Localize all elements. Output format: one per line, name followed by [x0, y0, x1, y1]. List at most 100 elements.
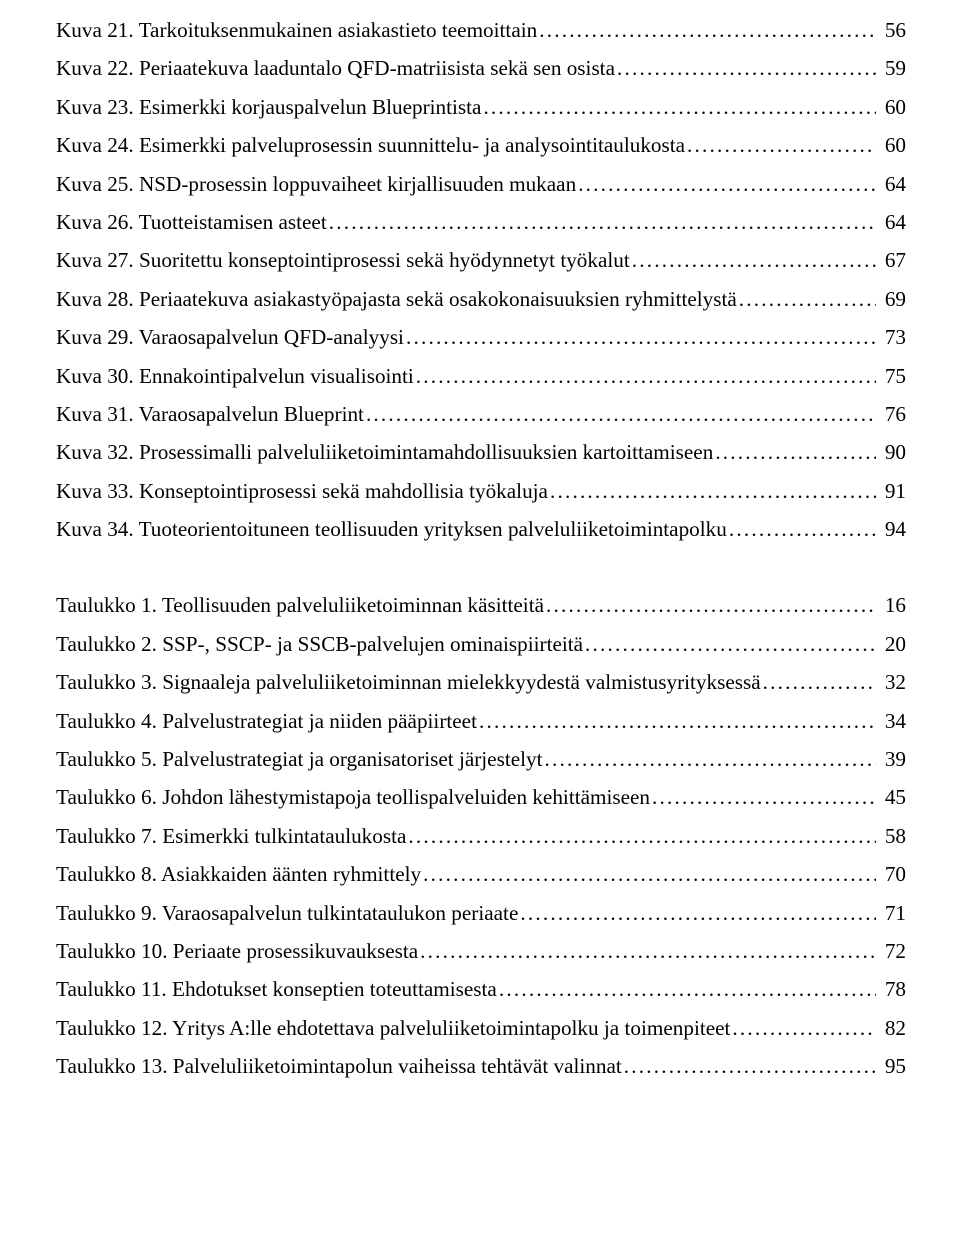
- toc-dots: [366, 404, 876, 425]
- toc-entry: Taulukko 5. Palvelustrategiat ja organis…: [56, 749, 906, 770]
- toc-label: Taulukko 2. SSP-, SSCP- ja SSCB-palveluj…: [56, 634, 583, 655]
- toc-entry: Kuva 28. Periaatekuva asiakastyöpajasta …: [56, 289, 906, 310]
- toc-page: 78: [878, 979, 906, 1000]
- toc-page: 90: [878, 442, 906, 463]
- toc-entry: Taulukko 13. Palveluliiketoimintapolun v…: [56, 1056, 906, 1077]
- toc-page: 20: [878, 634, 906, 655]
- toc-label: Taulukko 3. Signaaleja palveluliiketoimi…: [56, 672, 761, 693]
- toc-page: 16: [878, 595, 906, 616]
- toc-page: 73: [878, 327, 906, 348]
- toc-dots: [652, 787, 876, 808]
- toc-dots: [520, 903, 876, 924]
- toc-entry: Kuva 22. Periaatekuva laaduntalo QFD-mat…: [56, 58, 906, 79]
- tables-list: Taulukko 1. Teollisuuden palveluliiketoi…: [56, 595, 906, 1077]
- toc-entry: Taulukko 3. Signaaleja palveluliiketoimi…: [56, 672, 906, 693]
- toc-label: Kuva 27. Suoritettu konseptointiprosessi…: [56, 250, 630, 271]
- toc-label: Taulukko 10. Periaate prosessikuvauksest…: [56, 941, 418, 962]
- toc-dots: [617, 58, 876, 79]
- toc-dots: [624, 1056, 876, 1077]
- toc-page: 82: [878, 1018, 906, 1039]
- toc-page: 45: [878, 787, 906, 808]
- toc-page: 32: [878, 672, 906, 693]
- toc-entry: Kuva 30. Ennakointipalvelun visualisoint…: [56, 366, 906, 387]
- toc-entry: Taulukko 6. Johdon lähestymistapoja teol…: [56, 787, 906, 808]
- toc-entry: Kuva 33. Konseptointiprosessi sekä mahdo…: [56, 481, 906, 502]
- toc-page: 76: [878, 404, 906, 425]
- toc-page: 39: [878, 749, 906, 770]
- toc-page: 58: [878, 826, 906, 847]
- toc-label: Taulukko 12. Yritys A:lle ehdotettava pa…: [56, 1018, 730, 1039]
- toc-label: Taulukko 7. Esimerkki tulkintataulukosta: [56, 826, 406, 847]
- toc-page: 34: [878, 711, 906, 732]
- toc-dots: [416, 366, 876, 387]
- toc-dots: [423, 864, 876, 885]
- toc-label: Kuva 25. NSD-prosessin loppuvaiheet kirj…: [56, 174, 576, 195]
- toc-label: Kuva 33. Konseptointiprosessi sekä mahdo…: [56, 481, 548, 502]
- toc-entry: Taulukko 10. Periaate prosessikuvauksest…: [56, 941, 906, 962]
- toc-page: 95: [878, 1056, 906, 1077]
- toc-page: 94: [878, 519, 906, 540]
- toc-dots: [729, 519, 876, 540]
- toc-label: Kuva 28. Periaatekuva asiakastyöpajasta …: [56, 289, 737, 310]
- toc-page: 75: [878, 366, 906, 387]
- toc-dots: [499, 979, 876, 1000]
- toc-label: Kuva 30. Ennakointipalvelun visualisoint…: [56, 366, 414, 387]
- toc-dots: [406, 327, 876, 348]
- toc-dots: [329, 212, 876, 233]
- toc-dots: [632, 250, 876, 271]
- toc-entry: Kuva 21. Tarkoituksenmukainen asiakastie…: [56, 20, 906, 41]
- toc-page: 64: [878, 212, 906, 233]
- toc-entry: Kuva 29. Varaosapalvelun QFD-analyysi 73: [56, 327, 906, 348]
- toc-label: Taulukko 1. Teollisuuden palveluliiketoi…: [56, 595, 544, 616]
- toc-entry: Kuva 32. Prosessimalli palveluliiketoimi…: [56, 442, 906, 463]
- toc-label: Kuva 22. Periaatekuva laaduntalo QFD-mat…: [56, 58, 615, 79]
- toc-page: 60: [878, 97, 906, 118]
- toc-label: Taulukko 13. Palveluliiketoimintapolun v…: [56, 1056, 622, 1077]
- toc-dots: [732, 1018, 876, 1039]
- page-container: Kuva 21. Tarkoituksenmukainen asiakastie…: [0, 0, 960, 1135]
- toc-entry: Kuva 31. Varaosapalvelun Blueprint 76: [56, 404, 906, 425]
- toc-page: 56: [878, 20, 906, 41]
- toc-label: Kuva 34. Tuoteorientoituneen teollisuude…: [56, 519, 727, 540]
- toc-entry: Kuva 24. Esimerkki palveluprosessin suun…: [56, 135, 906, 156]
- toc-label: Taulukko 6. Johdon lähestymistapoja teol…: [56, 787, 650, 808]
- toc-entry: Taulukko 11. Ehdotukset konseptien toteu…: [56, 979, 906, 1000]
- toc-dots: [715, 442, 876, 463]
- toc-entry: Kuva 34. Tuoteorientoituneen teollisuude…: [56, 519, 906, 540]
- toc-label: Kuva 32. Prosessimalli palveluliiketoimi…: [56, 442, 713, 463]
- toc-label: Kuva 31. Varaosapalvelun Blueprint: [56, 404, 364, 425]
- toc-entry: Kuva 26. Tuotteistamisen asteet 64: [56, 212, 906, 233]
- toc-dots: [687, 135, 876, 156]
- toc-page: 60: [878, 135, 906, 156]
- toc-label: Taulukko 8. Asiakkaiden äänten ryhmittel…: [56, 864, 421, 885]
- toc-page: 71: [878, 903, 906, 924]
- toc-dots: [763, 672, 876, 693]
- toc-label: Kuva 24. Esimerkki palveluprosessin suun…: [56, 135, 685, 156]
- toc-entry: Taulukko 2. SSP-, SSCP- ja SSCB-palveluj…: [56, 634, 906, 655]
- toc-entry: Taulukko 12. Yritys A:lle ehdotettava pa…: [56, 1018, 906, 1039]
- toc-dots: [585, 634, 876, 655]
- figures-list: Kuva 21. Tarkoituksenmukainen asiakastie…: [56, 20, 906, 540]
- toc-page: 69: [878, 289, 906, 310]
- toc-label: Kuva 21. Tarkoituksenmukainen asiakastie…: [56, 20, 537, 41]
- toc-entry: Kuva 23. Esimerkki korjauspalvelun Bluep…: [56, 97, 906, 118]
- toc-page: 64: [878, 174, 906, 195]
- toc-label: Taulukko 11. Ehdotukset konseptien toteu…: [56, 979, 497, 1000]
- toc-dots: [420, 941, 876, 962]
- toc-entry: Taulukko 1. Teollisuuden palveluliiketoi…: [56, 595, 906, 616]
- toc-entry: Taulukko 9. Varaosapalvelun tulkintataul…: [56, 903, 906, 924]
- toc-dots: [544, 749, 876, 770]
- toc-label: Kuva 29. Varaosapalvelun QFD-analyysi: [56, 327, 404, 348]
- toc-dots: [539, 20, 876, 41]
- toc-entry: Taulukko 8. Asiakkaiden äänten ryhmittel…: [56, 864, 906, 885]
- toc-dots: [578, 174, 876, 195]
- toc-dots: [483, 97, 876, 118]
- toc-page: 59: [878, 58, 906, 79]
- toc-page: 91: [878, 481, 906, 502]
- toc-page: 70: [878, 864, 906, 885]
- toc-dots: [479, 711, 876, 732]
- toc-label: Taulukko 5. Palvelustrategiat ja organis…: [56, 749, 542, 770]
- toc-dots: [550, 481, 876, 502]
- toc-label: Kuva 26. Tuotteistamisen asteet: [56, 212, 327, 233]
- toc-label: Taulukko 9. Varaosapalvelun tulkintataul…: [56, 903, 518, 924]
